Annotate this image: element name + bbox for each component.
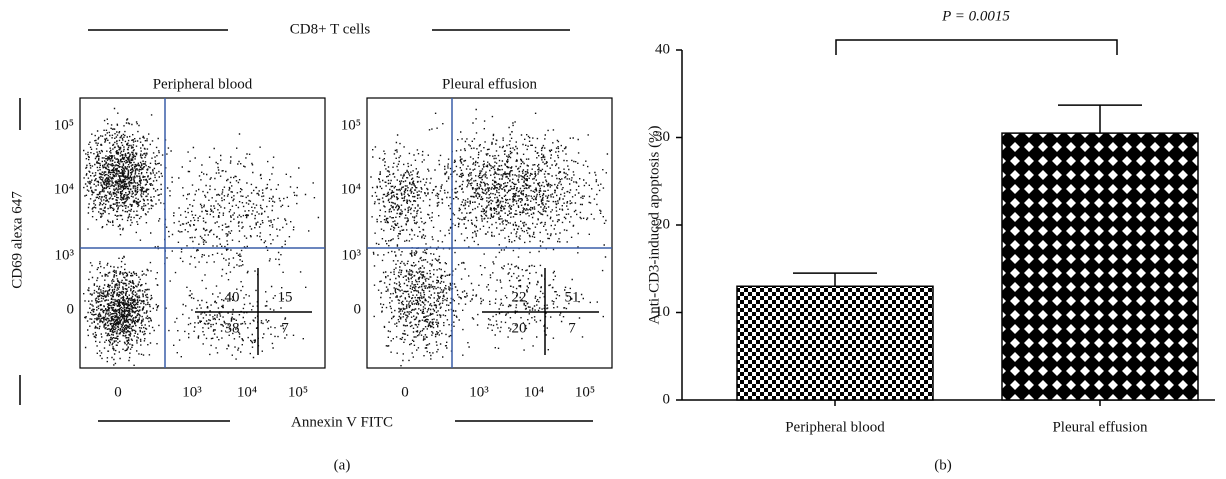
y-tick-label: 10³ — [55, 247, 75, 263]
y-tick-label: 40 — [655, 41, 670, 57]
y-tick-label: 10⁵ — [54, 117, 74, 133]
x-tick-label: 10⁴ — [237, 384, 257, 400]
plot-title: Peripheral blood — [153, 76, 253, 92]
x-tick-label: 0 — [114, 384, 122, 400]
bar — [736, 285, 934, 401]
quadrant-value: 20 — [512, 320, 527, 336]
y-tick-label: 20 — [655, 216, 670, 232]
y-tick-label: 30 — [655, 129, 670, 145]
y-tick-label: 0 — [663, 391, 671, 407]
scatter-dots — [83, 107, 320, 367]
plot-frame — [366, 97, 613, 369]
y-tick-label: 10⁵ — [341, 117, 361, 133]
quadrant-value: 40 — [225, 289, 240, 305]
y-tick-label: 10⁴ — [54, 181, 74, 197]
x-tick-label: 10⁵ — [575, 384, 595, 400]
x-tick-label: 10³ — [182, 384, 202, 400]
bar — [1001, 132, 1199, 401]
quadrant-value: 38 — [225, 320, 240, 336]
quadrant-value: 15 — [278, 289, 293, 305]
caption: (a) — [334, 457, 351, 473]
plot-title: Pleural effusion — [442, 76, 538, 92]
x-tick-label: Peripheral blood — [785, 419, 885, 435]
quadrant-value: 7 — [568, 320, 576, 336]
x-tick-label: 10⁴ — [524, 384, 544, 400]
x-tick-label: Pleural effusion — [1052, 419, 1148, 435]
significance-bracket — [835, 39, 1118, 55]
y-tick-label: 0 — [354, 301, 362, 317]
quadrant-value: 7 — [281, 320, 289, 336]
panel-title: CD8+ T cells — [290, 21, 371, 37]
y-tick-label: 10 — [655, 304, 670, 320]
x-tick-label: 10³ — [469, 384, 489, 400]
y-axis-label: CD69 alexa 647 — [9, 191, 25, 289]
annotation: P = 0.0015 — [941, 8, 1010, 24]
y-tick-label: 0 — [67, 301, 75, 317]
x-axis-label: Annexin V FITC — [291, 414, 393, 430]
scatter-dots — [370, 108, 609, 367]
quadrant-value: 51 — [565, 289, 580, 305]
quadrant-value: 22 — [512, 289, 527, 305]
plot-frame — [79, 97, 326, 369]
caption: (b) — [934, 457, 952, 473]
y-tick-label: 10³ — [342, 247, 362, 263]
y-axis-label: Anti-CD3-induced apoptosis (%) — [646, 125, 662, 324]
x-tick-label: 10⁵ — [288, 384, 308, 400]
x-tick-label: 0 — [401, 384, 409, 400]
y-tick-label: 10⁴ — [341, 181, 361, 197]
